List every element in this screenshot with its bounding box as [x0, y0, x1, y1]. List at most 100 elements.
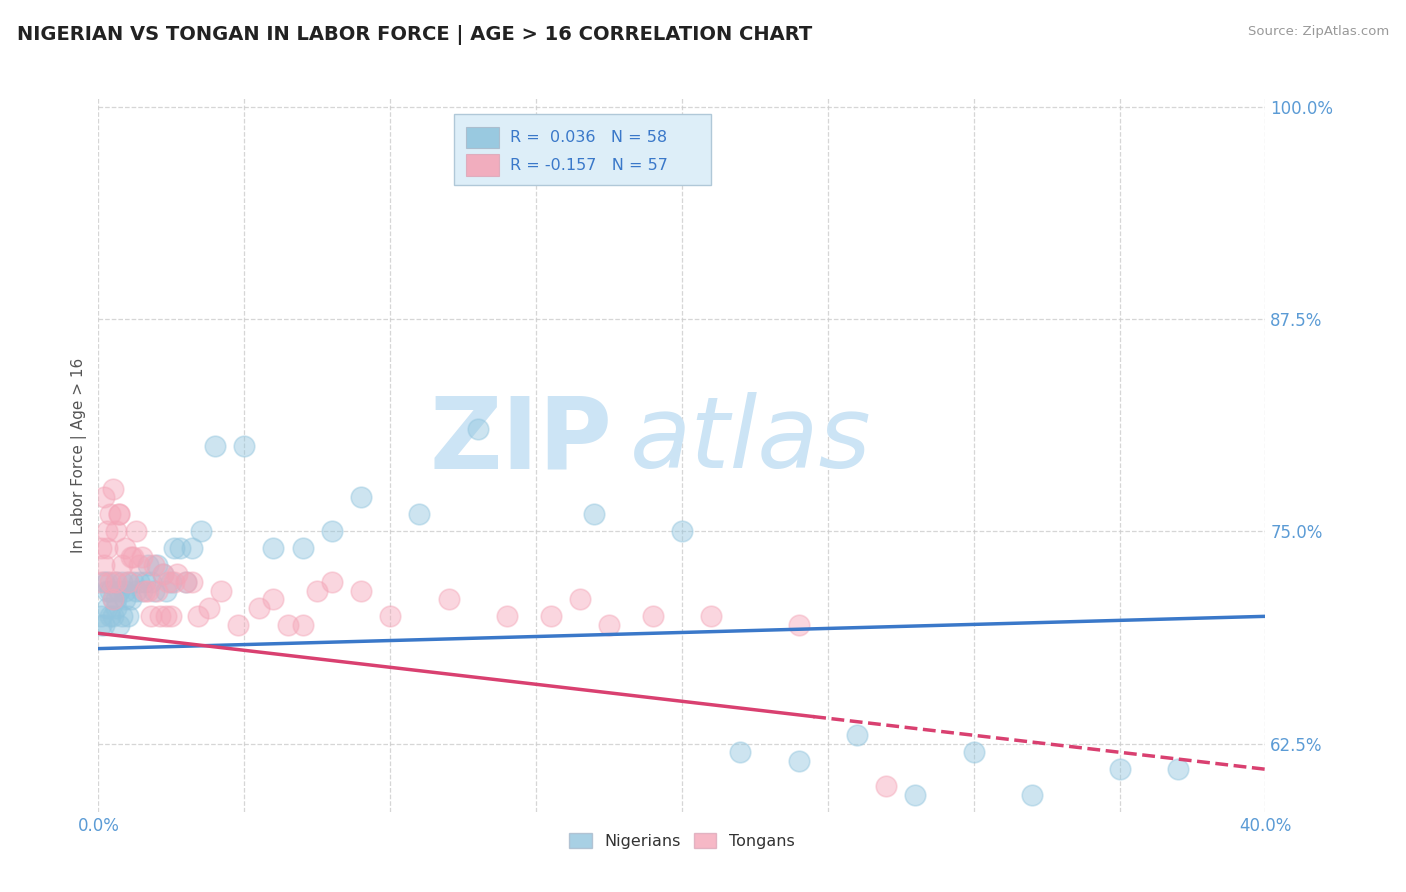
Point: [174, 575, 197, 590]
Point: [160, 609, 183, 624]
Point: [128, 558, 150, 573]
Point: [98, 575, 121, 590]
Point: [321, 575, 343, 590]
Point: [101, 609, 124, 624]
Point: [169, 541, 191, 556]
Point: [155, 583, 177, 598]
Legend: Nigerians, Tongans: Nigerians, Tongans: [562, 826, 801, 855]
Point: [125, 524, 148, 539]
Point: [187, 609, 209, 624]
Point: [131, 583, 153, 598]
Point: [104, 524, 127, 539]
Point: [104, 592, 127, 607]
Text: R = -0.157   N = 57: R = -0.157 N = 57: [510, 158, 668, 173]
Point: [111, 558, 134, 573]
Point: [204, 439, 226, 453]
Point: [277, 617, 299, 632]
Point: [98, 609, 121, 624]
Point: [104, 600, 127, 615]
Point: [152, 566, 174, 581]
Point: [93, 575, 115, 590]
Text: atlas: atlas: [630, 392, 872, 489]
Point: [125, 583, 148, 598]
Point: [96, 583, 118, 598]
Point: [671, 524, 693, 539]
Point: [568, 592, 591, 607]
Text: Source: ZipAtlas.com: Source: ZipAtlas.com: [1249, 25, 1389, 38]
Point: [787, 617, 810, 632]
Point: [93, 491, 115, 505]
Point: [496, 609, 519, 624]
Point: [155, 609, 177, 624]
Point: [98, 583, 121, 598]
Point: [146, 583, 169, 598]
Point: [262, 541, 284, 556]
Bar: [465, 127, 499, 148]
Point: [641, 609, 664, 624]
Point: [120, 592, 142, 607]
Point: [111, 575, 134, 590]
Point: [117, 575, 139, 590]
Point: [111, 609, 134, 624]
Point: [136, 558, 159, 573]
Point: [350, 583, 373, 598]
Point: [228, 617, 250, 632]
Point: [408, 508, 430, 522]
Point: [114, 592, 136, 607]
Point: [108, 508, 131, 522]
Point: [962, 745, 984, 759]
Point: [117, 575, 139, 590]
Point: [134, 583, 156, 598]
Point: [350, 491, 373, 505]
Point: [108, 508, 131, 522]
FancyBboxPatch shape: [454, 114, 711, 186]
Point: [122, 549, 145, 564]
Point: [437, 592, 460, 607]
Point: [98, 508, 121, 522]
Point: [163, 575, 186, 590]
Point: [152, 566, 174, 581]
Point: [190, 524, 212, 539]
Point: [101, 592, 124, 607]
Point: [122, 575, 145, 590]
Point: [846, 728, 869, 742]
Point: [131, 549, 153, 564]
Point: [467, 422, 489, 436]
Point: [90, 575, 112, 590]
Point: [180, 541, 202, 556]
Point: [96, 575, 118, 590]
Point: [90, 609, 112, 624]
Point: [700, 609, 723, 624]
Point: [134, 575, 156, 590]
Text: ZIP: ZIP: [429, 392, 612, 489]
Point: [904, 788, 927, 802]
Point: [1021, 788, 1043, 802]
Point: [139, 609, 162, 624]
Point: [174, 575, 197, 590]
Point: [307, 583, 329, 598]
Point: [146, 558, 169, 573]
Point: [233, 439, 256, 453]
Bar: [465, 154, 499, 176]
Point: [104, 575, 127, 590]
Point: [291, 617, 314, 632]
Point: [380, 609, 402, 624]
Point: [114, 583, 136, 598]
Point: [108, 583, 131, 598]
Point: [160, 575, 183, 590]
Point: [120, 549, 142, 564]
Point: [157, 575, 180, 590]
Point: [730, 745, 752, 759]
Point: [163, 541, 186, 556]
Point: [1167, 762, 1189, 776]
Point: [321, 524, 343, 539]
Point: [90, 541, 112, 556]
Text: R =  0.036   N = 58: R = 0.036 N = 58: [510, 130, 668, 145]
Point: [598, 617, 620, 632]
Point: [114, 541, 136, 556]
Point: [108, 617, 131, 632]
Y-axis label: In Labor Force | Age > 16: In Labor Force | Age > 16: [72, 358, 87, 552]
Point: [166, 566, 188, 581]
Point: [180, 575, 202, 590]
Point: [583, 508, 606, 522]
